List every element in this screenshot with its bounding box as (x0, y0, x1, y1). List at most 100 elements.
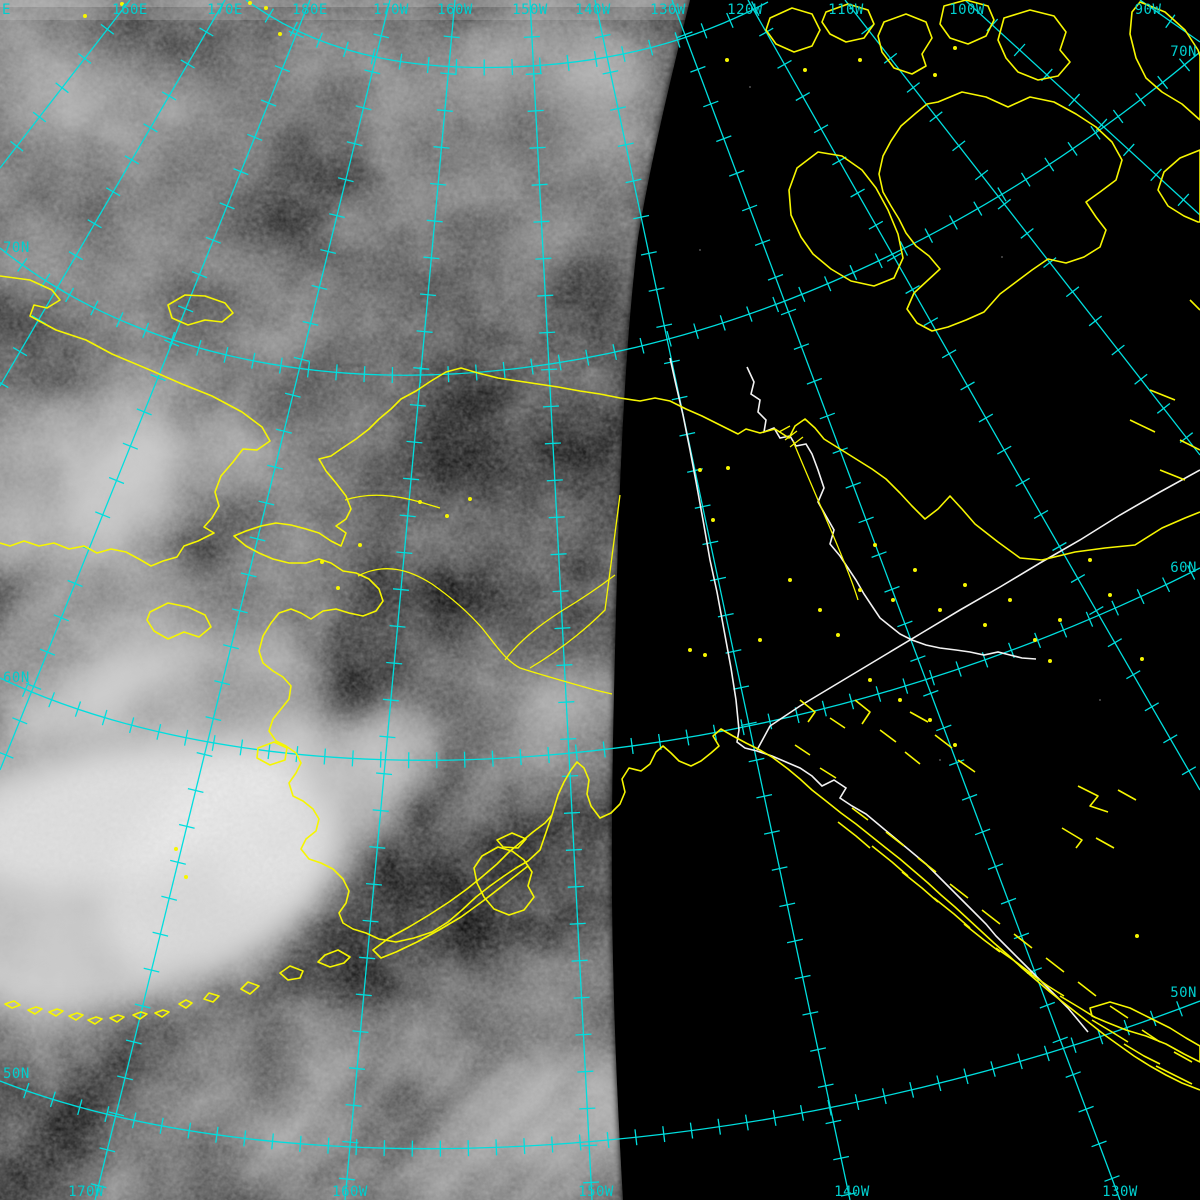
alexander-archipelago-island (949, 883, 969, 899)
river (504, 574, 616, 661)
map-dot (1033, 638, 1037, 642)
meridian-120W (747, 0, 1200, 791)
map-dot (898, 698, 902, 702)
map-dot (873, 543, 877, 547)
arctic-island (765, 7, 821, 53)
terminator-night-shadow (611, 0, 1200, 1200)
lon-label-top: 160W (437, 2, 473, 18)
map-dot (336, 586, 340, 590)
lon-label-top: 170W (373, 2, 409, 18)
glacier-river-mark (957, 759, 976, 773)
lon-label-bottom: 130W (1102, 1184, 1138, 1200)
alexander-archipelago-island (963, 923, 1001, 953)
river (357, 568, 613, 695)
map-dot (858, 588, 862, 592)
island-lake-dots (83, 1, 1144, 938)
alexander-archipelago-island (851, 807, 869, 821)
glacier-river-mark (1095, 837, 1115, 849)
map-dot (1088, 558, 1092, 562)
map-dot (418, 500, 422, 504)
meridian-160W (344, 0, 456, 1200)
day-imagery (0, 0, 690, 1200)
arctic-island (997, 9, 1071, 81)
afognak-island (496, 832, 527, 849)
banks-island (788, 151, 904, 287)
map-dot (928, 718, 932, 722)
se-alaska-coast-blob (1089, 1001, 1200, 1063)
meridian-140W (594, 0, 851, 1200)
glacier-river-mark (879, 729, 897, 743)
map-dot (1135, 934, 1139, 938)
map-dot (711, 518, 715, 522)
map-dot (891, 598, 895, 602)
night-speckle (749, 86, 751, 88)
map-dot (953, 743, 957, 747)
map-dot (818, 608, 822, 612)
alexander-archipelago-island (917, 857, 937, 873)
map-dot (1008, 598, 1012, 602)
lon-label-bottom: 150W (578, 1184, 614, 1200)
lat-label-right: 50N (1170, 985, 1197, 1001)
bc-yukon-60n-border (756, 469, 1200, 751)
russia-chukotka-coast (0, 275, 271, 567)
arctic-island (821, 3, 875, 43)
alexander-archipelago-island (981, 909, 1001, 925)
map-dot (264, 6, 268, 10)
alexander-archipelago-island (1109, 1005, 1129, 1019)
map-dot (688, 648, 692, 652)
coastal-fragment (1189, 299, 1200, 311)
meridian-160E (0, 0, 131, 169)
lat-label-left: 50N (3, 1066, 30, 1082)
map-dot (1048, 659, 1052, 663)
lat-label-left: 60N (3, 670, 30, 686)
lon-label-top: 120W (727, 2, 763, 18)
glacier-river-mark (1061, 827, 1083, 849)
coastal-fragment (1179, 439, 1200, 451)
meridian-130W (671, 0, 1121, 1200)
lon-label-top: 170E (207, 2, 243, 18)
alexander-archipelago-island (901, 871, 939, 903)
map-dot (953, 46, 957, 50)
map-dot (468, 497, 472, 501)
lon-label-top: 110W (828, 2, 864, 18)
glacier-river-mark (799, 699, 816, 723)
meridian-150W (529, 0, 593, 1200)
map-dot (278, 32, 282, 36)
alexander-archipelago-island (1123, 1043, 1161, 1065)
wrangel-island (167, 294, 234, 326)
map-dot (726, 466, 730, 470)
st-lawrence-island (146, 602, 212, 640)
aleutian-island (178, 999, 193, 1009)
map-dot (174, 847, 178, 851)
river (792, 440, 859, 601)
meridian-170W (94, 0, 391, 1200)
lat-label-left: 70N (3, 240, 30, 256)
map-dot (858, 58, 862, 62)
alexander-archipelago-island (1141, 1029, 1161, 1043)
aleutian-island (317, 949, 351, 968)
nunivak-island (256, 741, 288, 766)
alexander-archipelago-island (1013, 933, 1033, 949)
aleutian-island (109, 1014, 125, 1023)
river (778, 425, 804, 448)
aleutian-island (240, 981, 260, 995)
kodiak-island (473, 846, 535, 916)
lon-label-top: 100W (949, 2, 985, 18)
map-dot (913, 568, 917, 572)
aleutian-island (203, 992, 220, 1003)
aleutian-island (27, 1006, 43, 1015)
map-dot (83, 14, 87, 18)
map-dot (248, 1, 252, 5)
lon-label-bottom: 170W (68, 1184, 104, 1200)
river (529, 494, 621, 669)
map-dot (698, 468, 702, 472)
lon-label-bottom: 160W (332, 1184, 368, 1200)
coastline-layer (0, 0, 1200, 1091)
map-dot (963, 583, 967, 587)
aleutian-island (279, 965, 304, 981)
map-dot (836, 633, 840, 637)
victoria-island (878, 91, 1123, 332)
